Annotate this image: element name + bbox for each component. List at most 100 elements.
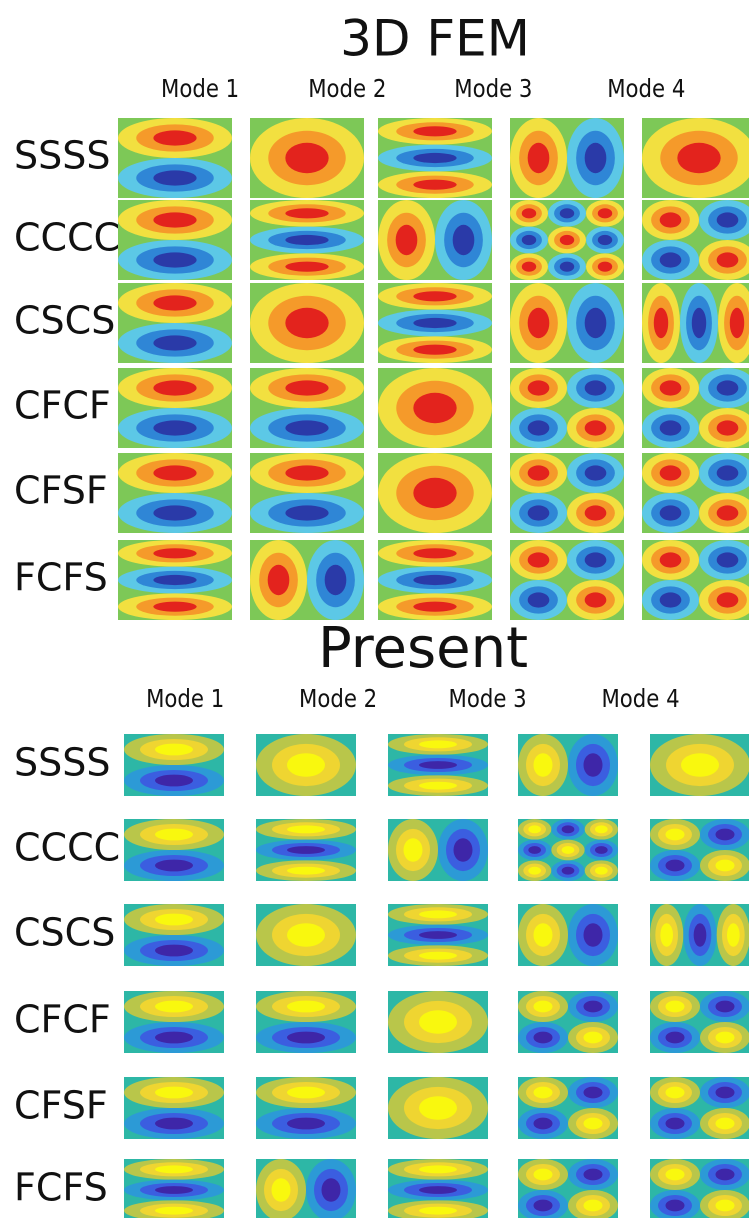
contour — [419, 1096, 457, 1120]
mode-shape — [518, 734, 618, 796]
contour — [660, 212, 682, 227]
mode-shape — [118, 118, 232, 198]
contour — [153, 465, 196, 480]
contour — [534, 1001, 553, 1013]
contour — [419, 782, 457, 790]
contour — [585, 380, 607, 395]
contour — [528, 143, 550, 173]
mode-shape — [256, 1077, 356, 1139]
contour — [730, 308, 744, 338]
contour — [528, 552, 550, 567]
contour — [584, 1200, 603, 1212]
contour — [534, 1200, 553, 1212]
mode-shape — [256, 734, 356, 796]
mode-shape — [388, 819, 488, 881]
contour — [155, 860, 193, 872]
contour — [666, 829, 685, 841]
contour — [584, 923, 603, 947]
contour — [155, 1118, 193, 1130]
contour — [396, 225, 418, 255]
contour — [584, 1118, 603, 1130]
contour — [155, 945, 193, 957]
contour — [528, 420, 550, 435]
figure: 3D FEMMode 1Mode 2Mode 3Mode 4Mode 5SSSS… — [0, 0, 749, 1218]
contour — [716, 1032, 735, 1044]
contour — [419, 761, 457, 769]
contour — [717, 465, 739, 480]
contour — [534, 1087, 553, 1099]
contour — [153, 212, 196, 227]
contour — [534, 1118, 553, 1130]
contour — [419, 1207, 457, 1215]
boundary-label: CCCC — [14, 216, 120, 260]
mode-shape — [250, 453, 364, 533]
mode-shape — [518, 1077, 618, 1139]
contour — [155, 1186, 193, 1194]
contour — [727, 923, 740, 947]
mode-shape — [650, 904, 749, 966]
contour — [660, 465, 682, 480]
contour — [419, 910, 457, 918]
contour — [534, 1032, 553, 1044]
mode-shape — [650, 819, 749, 881]
contour — [419, 1186, 457, 1194]
contour — [287, 1032, 325, 1044]
mode-shape — [642, 283, 749, 363]
mode-shape — [118, 540, 232, 620]
contour — [155, 1032, 193, 1044]
contour — [413, 393, 456, 423]
contour — [419, 1165, 457, 1173]
contour — [692, 308, 706, 338]
mode-shape — [124, 734, 224, 796]
mode-shape — [642, 368, 749, 448]
contour — [413, 126, 456, 136]
mode-label: Mode 4 — [607, 74, 685, 103]
mode-shape — [378, 200, 492, 280]
contour — [585, 465, 607, 480]
mode-shape — [518, 904, 618, 966]
contour — [413, 153, 456, 163]
boundary-label: SSSS — [14, 741, 110, 785]
contour — [717, 380, 739, 395]
contour — [419, 1010, 457, 1034]
contour — [153, 575, 196, 585]
contour — [716, 860, 735, 872]
contour — [584, 1087, 603, 1099]
mode-shape — [256, 991, 356, 1053]
contour — [287, 846, 325, 854]
contour — [285, 208, 328, 218]
contour — [155, 1207, 193, 1215]
boundary-label: CFSF — [14, 469, 108, 513]
contour — [413, 291, 456, 301]
contour — [285, 420, 328, 435]
boundary-label: CFSF — [14, 1084, 108, 1128]
contour — [660, 505, 682, 520]
contour — [155, 1001, 193, 1013]
contour — [716, 829, 735, 841]
contour — [666, 1087, 685, 1099]
mode-shape — [642, 540, 749, 620]
contour — [666, 1001, 685, 1013]
mode-shape — [118, 200, 232, 280]
mode-shape — [256, 819, 356, 881]
mode-shape — [124, 904, 224, 966]
contour — [717, 252, 739, 267]
mode-shape — [378, 540, 492, 620]
contour — [404, 838, 423, 862]
boundary-label: CSCS — [14, 299, 115, 343]
contour — [285, 465, 328, 480]
mode-shape — [378, 118, 492, 198]
mode-shape — [250, 368, 364, 448]
mode-shape — [388, 1077, 488, 1139]
contour — [413, 478, 456, 508]
contour — [585, 420, 607, 435]
mode-shape — [124, 1077, 224, 1139]
contour — [528, 592, 550, 607]
contour — [595, 867, 608, 875]
contour — [716, 1200, 735, 1212]
contour — [660, 923, 673, 947]
mode-shape — [118, 453, 232, 533]
contour — [522, 208, 536, 218]
mode-shape — [250, 283, 364, 363]
